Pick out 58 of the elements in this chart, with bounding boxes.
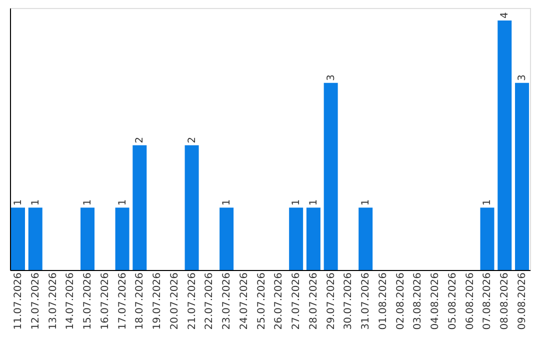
- data-label: 2: [134, 136, 146, 144]
- x-tick-label: 20.07.2026: [169, 272, 180, 330]
- data-label: 3: [326, 74, 337, 81]
- bar: [289, 208, 304, 270]
- data-label: 4: [500, 12, 511, 18]
- x-tick-label: 22.07.2026: [204, 272, 216, 330]
- x-tick-label: 09.08.2026: [517, 272, 528, 330]
- x-tick-label: 26.07.2026: [274, 272, 285, 330]
- bar: [132, 145, 147, 270]
- bar: [80, 208, 95, 270]
- bar: [480, 208, 494, 270]
- x-tick-label: 04.08.2026: [430, 272, 442, 330]
- data-label: 1: [12, 199, 24, 206]
- x-tick-label: 02.08.2026: [395, 272, 406, 330]
- x-tick-label: 12.07.2026: [30, 272, 42, 330]
- x-tick-label: 08.08.2026: [500, 272, 511, 330]
- data-label: 1: [360, 199, 372, 206]
- x-tick-label: 05.08.2026: [447, 272, 458, 330]
- bar: [306, 208, 320, 270]
- bar: [184, 145, 199, 270]
- data-label: 1: [308, 199, 320, 206]
- data-label: 1: [291, 199, 302, 206]
- bar: [358, 208, 373, 270]
- data-label: 2: [186, 136, 198, 144]
- bar: [115, 208, 130, 270]
- data-label: 3: [517, 74, 528, 81]
- x-tick-label: 30.07.2026: [343, 272, 354, 330]
- x-tick-label: 21.07.2026: [186, 272, 198, 330]
- x-tick-label: 06.08.2026: [464, 272, 476, 330]
- x-tick-label: 31.07.2026: [360, 272, 372, 330]
- data-label: 1: [30, 199, 42, 206]
- bar: [220, 208, 234, 270]
- x-tick-label: 28.07.2026: [308, 272, 320, 330]
- bar: [10, 208, 25, 270]
- data-label: 1: [482, 199, 494, 206]
- x-tick-label: 18.07.2026: [134, 272, 146, 330]
- x-tick-label: 07.08.2026: [482, 272, 494, 330]
- bar: [324, 82, 338, 270]
- x-tick-label: 11.07.2026: [12, 272, 24, 330]
- x-tick-label: 27.07.2026: [291, 272, 302, 330]
- x-tick-label: 25.07.2026: [256, 272, 268, 330]
- x-tick-label: 24.07.2026: [238, 272, 250, 330]
- x-tick-label: 15.07.2026: [82, 272, 94, 330]
- data-label: 1: [117, 199, 128, 206]
- bar: [515, 82, 530, 270]
- data-label: 1: [222, 199, 233, 206]
- x-tick-label: 03.08.2026: [412, 272, 424, 330]
- x-tick-label: 29.07.2026: [326, 272, 337, 330]
- bar: [498, 20, 512, 270]
- x-tick-label: 14.07.2026: [65, 272, 76, 330]
- x-tick-label: 19.07.2026: [152, 272, 164, 330]
- x-tick-label: 16.07.2026: [100, 272, 111, 330]
- x-tick-label: 17.07.2026: [117, 272, 128, 330]
- bar: [28, 208, 42, 270]
- x-tick-label: 01.08.2026: [378, 272, 389, 330]
- data-label: 1: [82, 199, 94, 206]
- x-tick-label: 13.07.2026: [48, 272, 59, 330]
- x-tick-label: 23.07.2026: [222, 272, 233, 330]
